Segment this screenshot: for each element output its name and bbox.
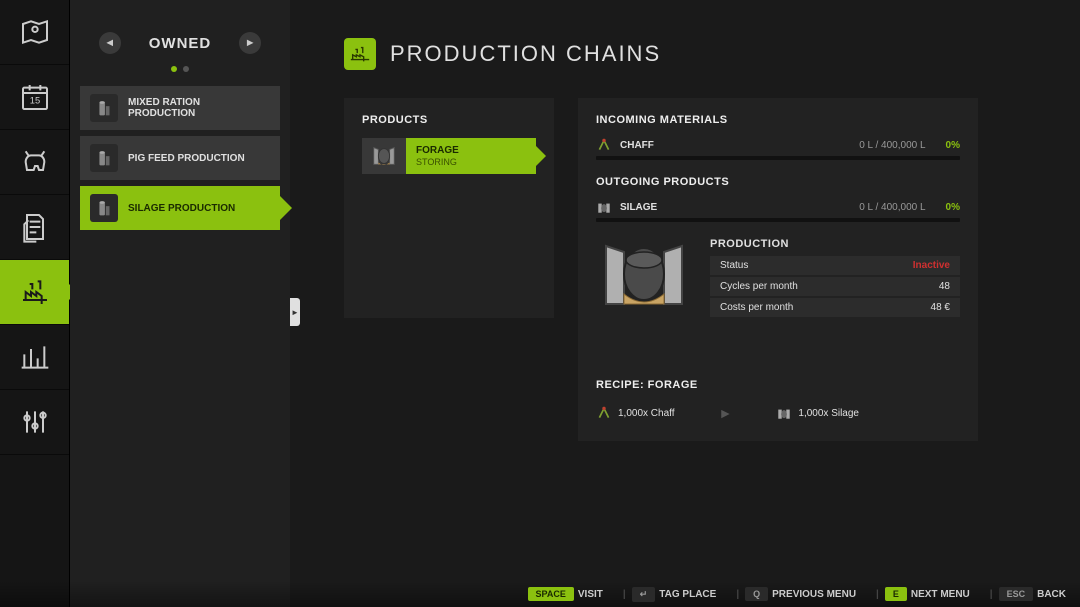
owned-item-label: SILAGE PRODUCTION <box>128 203 235 214</box>
page-header: PRODUCTION CHAINS <box>344 38 1050 70</box>
owned-item-pig-feed[interactable]: PIG FEED PRODUCTION <box>80 136 280 180</box>
material-name: SILAGE <box>620 202 851 213</box>
nav-map[interactable] <box>0 0 69 65</box>
nav-stats[interactable] <box>0 325 69 390</box>
stat-value: 48 <box>939 281 950 292</box>
divider: | <box>623 589 626 600</box>
incoming-heading: INCOMING MATERIALS <box>596 114 960 126</box>
material-name: CHAFF <box>620 140 851 151</box>
nav-production-chains[interactable] <box>0 260 69 325</box>
recipe-heading: RECIPE: FORAGE <box>596 379 960 391</box>
recipe-output-text: 1,000x Silage <box>798 408 859 419</box>
outgoing-row-silage: SILAGE 0 L / 400,000 L 0% <box>596 200 960 214</box>
silo-icon <box>90 194 118 222</box>
material-pct: 0% <box>946 202 960 213</box>
silage-icon <box>596 200 612 214</box>
page-dots <box>70 66 290 72</box>
details-panel: INCOMING MATERIALS CHAFF 0 L / 400,000 L… <box>578 98 978 441</box>
material-qty: 0 L / 400,000 L <box>859 202 925 213</box>
key-esc[interactable]: ESC <box>999 587 1034 601</box>
stat-label: Cycles per month <box>720 281 798 292</box>
product-card-forage[interactable]: FORAGE STORING <box>362 138 536 174</box>
owned-item-silage[interactable]: SILAGE PRODUCTION <box>80 186 280 230</box>
chaff-icon <box>596 138 612 152</box>
owned-item-mixed-ration[interactable]: MIXED RATION PRODUCTION <box>80 86 280 130</box>
hint-next-menu: NEXT MENU <box>911 589 970 600</box>
product-name: FORAGE <box>416 145 459 157</box>
nav-rail: 15 <box>0 0 70 607</box>
stat-status: Status Inactive <box>710 256 960 275</box>
progress-bar-chaff <box>596 156 960 160</box>
sidebar-title: OWNED <box>149 35 212 52</box>
dot-2[interactable] <box>183 66 189 72</box>
main-content: PRODUCTION CHAINS PRODUCTS FORAGE STORIN… <box>290 0 1080 607</box>
prev-page-button[interactable]: ◄ <box>99 32 121 54</box>
factory-icon <box>19 276 51 308</box>
production-block: PRODUCTION Status Inactive Cycles per mo… <box>596 238 960 319</box>
next-page-button[interactable]: ► <box>239 32 261 54</box>
page-title: PRODUCTION CHAINS <box>390 41 661 67</box>
product-status: STORING <box>416 157 459 168</box>
hint-tag-place: TAG PLACE <box>659 589 716 600</box>
material-qty: 0 L / 400,000 L <box>859 140 925 151</box>
production-chains-icon <box>344 38 376 70</box>
dot-1[interactable] <box>171 66 177 72</box>
key-q[interactable]: Q <box>745 587 768 601</box>
svg-text:15: 15 <box>29 96 39 106</box>
silo-icon <box>90 144 118 172</box>
stat-label: Costs per month <box>720 302 793 313</box>
stat-label: Status <box>720 260 748 271</box>
key-space[interactable]: SPACE <box>528 587 574 601</box>
map-icon <box>19 16 51 48</box>
nav-calendar[interactable]: 15 <box>0 65 69 130</box>
stat-value: Inactive <box>913 260 950 271</box>
document-icon <box>19 211 51 243</box>
outgoing-heading: OUTGOING PRODUCTS <box>596 176 960 188</box>
owned-item-label: PIG FEED PRODUCTION <box>128 153 245 164</box>
owned-sidebar: ◄ OWNED ► MIXED RATION PRODUCTION PIG FE… <box>70 0 290 607</box>
products-panel: PRODUCTS FORAGE STORING <box>344 98 554 318</box>
incoming-row-chaff: CHAFF 0 L / 400,000 L 0% <box>596 138 960 152</box>
products-heading: PRODUCTS <box>362 114 536 126</box>
chaff-icon <box>596 406 612 420</box>
divider: | <box>876 589 879 600</box>
divider: | <box>736 589 739 600</box>
nav-animals[interactable] <box>0 130 69 195</box>
recipe-output: 1,000x Silage <box>776 406 859 420</box>
settings-icon <box>19 406 51 438</box>
arrow-icon: ► <box>719 405 733 421</box>
stat-costs: Costs per month 48 € <box>710 298 960 317</box>
owned-item-label: MIXED RATION PRODUCTION <box>128 97 270 119</box>
nav-settings[interactable] <box>0 390 69 455</box>
production-heading: PRODUCTION <box>710 238 960 250</box>
hint-back: BACK <box>1037 589 1066 600</box>
production-image <box>596 238 692 312</box>
bunker-icon <box>362 138 406 174</box>
key-enter[interactable]: ↵ <box>632 587 656 602</box>
cow-icon <box>19 146 51 178</box>
chart-icon <box>19 341 51 373</box>
progress-bar-silage <box>596 218 960 222</box>
stat-cycles: Cycles per month 48 <box>710 277 960 296</box>
material-pct: 0% <box>946 140 960 151</box>
recipe-block: RECIPE: FORAGE 1,000x Chaff ► 1,000x Sil… <box>596 379 960 421</box>
silo-icon <box>90 94 118 122</box>
hint-visit: VISIT <box>578 589 603 600</box>
silage-icon <box>776 406 792 420</box>
nav-contracts[interactable] <box>0 195 69 260</box>
stat-value: 48 € <box>931 302 950 313</box>
footer-hints: SPACE VISIT | ↵ TAG PLACE | Q PREVIOUS M… <box>0 581 1080 607</box>
key-e[interactable]: E <box>885 587 907 601</box>
recipe-input-text: 1,000x Chaff <box>618 408 675 419</box>
hint-prev-menu: PREVIOUS MENU <box>772 589 856 600</box>
calendar-icon: 15 <box>19 81 51 113</box>
divider: | <box>990 589 993 600</box>
recipe-input: 1,000x Chaff <box>596 406 675 420</box>
